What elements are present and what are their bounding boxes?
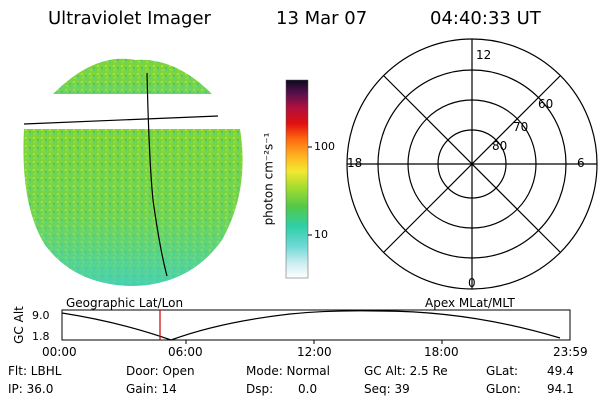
colorbar-label-10: 10	[314, 228, 328, 241]
time-tick-1800: 18:00	[424, 345, 459, 359]
imager-title: Ultraviolet Imager	[48, 8, 211, 29]
mlt-label-12: 12	[476, 48, 492, 62]
image-time: 04:40:33 UT	[430, 8, 541, 29]
image-date: 13 Mar 07	[276, 8, 368, 29]
meridian-line	[146, 72, 168, 277]
altitude-plot-frame	[61, 309, 571, 341]
mlat-label-60: 60	[538, 97, 554, 111]
door-readout: Door: Open	[126, 364, 195, 378]
dsp-value: 0.0	[298, 382, 318, 396]
glon-label: GLon:	[486, 382, 521, 396]
orbit-altitude-curve	[61, 310, 561, 341]
time-tick-1200: 12:00	[297, 345, 332, 359]
glon-value: 94.1	[547, 382, 574, 396]
mlt-label-18: 18	[347, 156, 363, 170]
uv-image-lower	[23, 129, 243, 286]
mlt-label-6: 6	[577, 156, 585, 170]
altitude-axis-label: GC Alt	[11, 306, 26, 344]
colorbar-unit-label: photon cm⁻²s⁻¹	[261, 132, 276, 226]
colorbar-label-100: 100	[314, 140, 335, 153]
time-tick-0000: 00:00	[42, 345, 77, 359]
mlat-label-80: 80	[492, 139, 508, 153]
color-bar	[285, 79, 309, 279]
dsp-label: Dsp:	[246, 382, 274, 396]
gain-readout: Gain: 14	[126, 382, 177, 396]
altitude-tick-1-8: 1.8	[32, 330, 50, 343]
apex-label: Apex MLat/MLT	[425, 296, 515, 310]
ip-readout: IP: 36.0	[8, 382, 54, 396]
glat-value: 49.4	[547, 364, 574, 378]
gc-alt-readout: GC Alt: 2.5 Re	[364, 364, 448, 378]
altitude-tick-9: 9.0	[32, 309, 50, 322]
polar-grid	[346, 38, 598, 290]
glat-label: GLat:	[486, 364, 519, 378]
mlt-label-0: 0	[468, 276, 476, 290]
mode-readout: Mode: Normal	[246, 364, 330, 378]
seq-readout: Seq: 39	[364, 382, 410, 396]
mlat-label-70: 70	[513, 120, 529, 134]
terminator-line	[23, 115, 219, 125]
geographic-label: Geographic Lat/Lon	[66, 296, 184, 310]
uv-image-upper	[53, 58, 212, 94]
time-tick-2359: 23:59	[553, 345, 588, 359]
filter-readout: Flt: LBHL	[8, 364, 62, 378]
time-tick-0600: 06:00	[168, 345, 203, 359]
